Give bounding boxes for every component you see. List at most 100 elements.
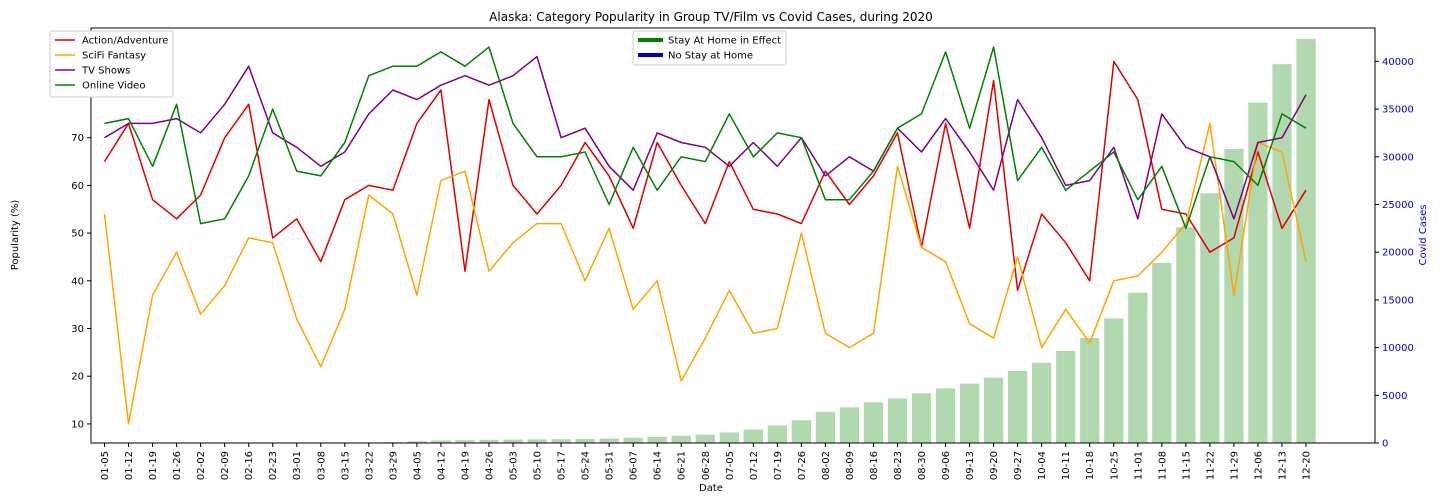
covid-bar <box>839 407 860 443</box>
x-tick-label: 08-30 <box>917 451 928 480</box>
covid-bar <box>767 425 787 443</box>
legend-label: Online Video <box>82 81 145 92</box>
covid-bar <box>791 420 811 443</box>
y2-tick-label: 0 <box>1382 439 1388 450</box>
x-tick-label: 12-13 <box>1277 451 1288 480</box>
covid-bar <box>983 377 1004 443</box>
legend-frame <box>49 30 174 98</box>
y2-tick-label: 25000 <box>1382 200 1414 211</box>
covid-bar <box>887 398 908 443</box>
x-axis: 01-05 01-12 01-19 01-26 02-02 02-09 02-16 02-23… <box>100 443 1313 480</box>
x-tick-label: 07-19 <box>773 451 784 480</box>
x-tick-label: 02-09 <box>220 451 231 480</box>
covid-bar <box>863 402 884 443</box>
x-tick-label: 04-19 <box>460 451 471 480</box>
x-tick-label: 12-06 <box>1253 451 1264 480</box>
x-tick-label: 01-26 <box>172 451 183 480</box>
legend-label: Action/Adventure <box>82 36 168 47</box>
y2-tick-label: 5000 <box>1382 391 1407 402</box>
x-tick-label: 10-25 <box>1109 451 1120 480</box>
y2-tick-label: 10000 <box>1382 343 1414 354</box>
x-tick-label: 05-24 <box>581 451 592 480</box>
y-axis-label: Popularity (%) <box>10 200 21 271</box>
covid-bar <box>1272 64 1292 443</box>
covid-bar <box>623 437 643 443</box>
covid-bar <box>479 439 499 443</box>
covid-bar <box>815 411 836 443</box>
covid-bar <box>1296 38 1316 444</box>
covid-bar <box>1056 350 1076 443</box>
covid-bar <box>1080 337 1100 443</box>
covid-bar <box>503 439 523 443</box>
x-tick-label: 08-09 <box>845 451 856 480</box>
x-tick-label: 07-12 <box>749 451 760 480</box>
covid-bar <box>647 436 667 443</box>
y-tick-label: 50 <box>71 229 84 240</box>
covid-bar <box>1128 292 1148 443</box>
legend-label: No Stay at Home <box>668 51 753 62</box>
covid-bar <box>431 440 451 443</box>
plot-area-frame <box>90 27 1376 444</box>
x-tick-label: 06-28 <box>701 451 712 480</box>
covid-bar <box>1176 227 1196 443</box>
x-tick-label: 07-05 <box>725 451 736 480</box>
y2-tick-label: 40000 <box>1382 57 1414 68</box>
covid-bars <box>383 38 1316 444</box>
x-tick-label: 11-29 <box>1229 451 1240 480</box>
x-tick-label: 11-15 <box>1181 451 1192 480</box>
x-tick-label: 05-17 <box>557 451 568 480</box>
y-tick-label: 40 <box>71 276 84 287</box>
covid-bar <box>719 432 739 443</box>
x-tick-label: 08-23 <box>893 451 904 480</box>
y2-tick-label: 20000 <box>1382 248 1414 259</box>
x-tick-label: 11-08 <box>1157 451 1168 480</box>
x-tick-label: 09-27 <box>1013 451 1024 480</box>
covid-bar <box>1248 102 1268 443</box>
x-tick-label: 12-20 <box>1302 451 1313 480</box>
y2-axis-label: Covid Cases <box>1418 204 1429 265</box>
covid-bar <box>935 388 956 443</box>
series-line <box>103 60 1307 292</box>
y2-tick-label: 30000 <box>1382 152 1414 163</box>
covid-bar <box>695 434 715 443</box>
x-tick-label: 05-03 <box>509 451 520 480</box>
covid-bar <box>527 439 547 443</box>
covid-bar <box>1104 318 1124 443</box>
series-line <box>104 46 1307 230</box>
x-tick-label: 03-22 <box>364 451 375 480</box>
series-line <box>103 122 1307 425</box>
right-y-axis: 0 5000 10000 15000 20000 25000 30000 35000 40000 <box>1375 57 1414 450</box>
covid-bar <box>911 393 932 443</box>
x-tick-label: 04-26 <box>484 451 495 480</box>
covid-bar <box>575 438 595 443</box>
covid-bar <box>1008 370 1028 443</box>
x-axis-label: Date <box>699 483 723 494</box>
legend-label: SciFi Fantasy <box>82 51 146 62</box>
x-tick-label: 11-22 <box>1205 451 1216 480</box>
x-tick-label: 03-29 <box>388 451 399 480</box>
x-tick-label: 09-13 <box>965 451 976 480</box>
x-tick-label: 11-01 <box>1133 451 1144 480</box>
x-tick-label: 03-08 <box>316 451 327 480</box>
x-tick-label: 10-11 <box>1061 451 1072 480</box>
covid-bar <box>1152 262 1172 443</box>
y-tick-label: 60 <box>71 181 84 192</box>
x-tick-label: 09-06 <box>941 451 952 480</box>
popularity-lines <box>103 46 1307 425</box>
x-tick-label: 04-12 <box>436 451 447 480</box>
x-tick-label: 03-01 <box>292 451 303 480</box>
y-tick-label: 20 <box>71 372 84 383</box>
covid-bar <box>407 441 427 443</box>
y-tick-label: 70 <box>71 133 84 144</box>
x-tick-label: 04-05 <box>412 451 423 480</box>
y-tick-label: 30 <box>71 324 84 335</box>
x-tick-label: 10-18 <box>1085 451 1096 480</box>
legend-series: Action/Adventure SciFi Fantasy TV Shows Onl… <box>49 30 174 98</box>
legend-label: Stay At Home in Effect <box>668 36 781 47</box>
x-tick-label: 02-23 <box>268 451 279 480</box>
x-tick-label: 10-04 <box>1037 451 1048 480</box>
y-tick-label: 10 <box>71 419 84 430</box>
covid-bar <box>551 439 571 443</box>
covid-bar <box>1032 362 1052 443</box>
x-tick-label: 06-14 <box>653 451 664 480</box>
